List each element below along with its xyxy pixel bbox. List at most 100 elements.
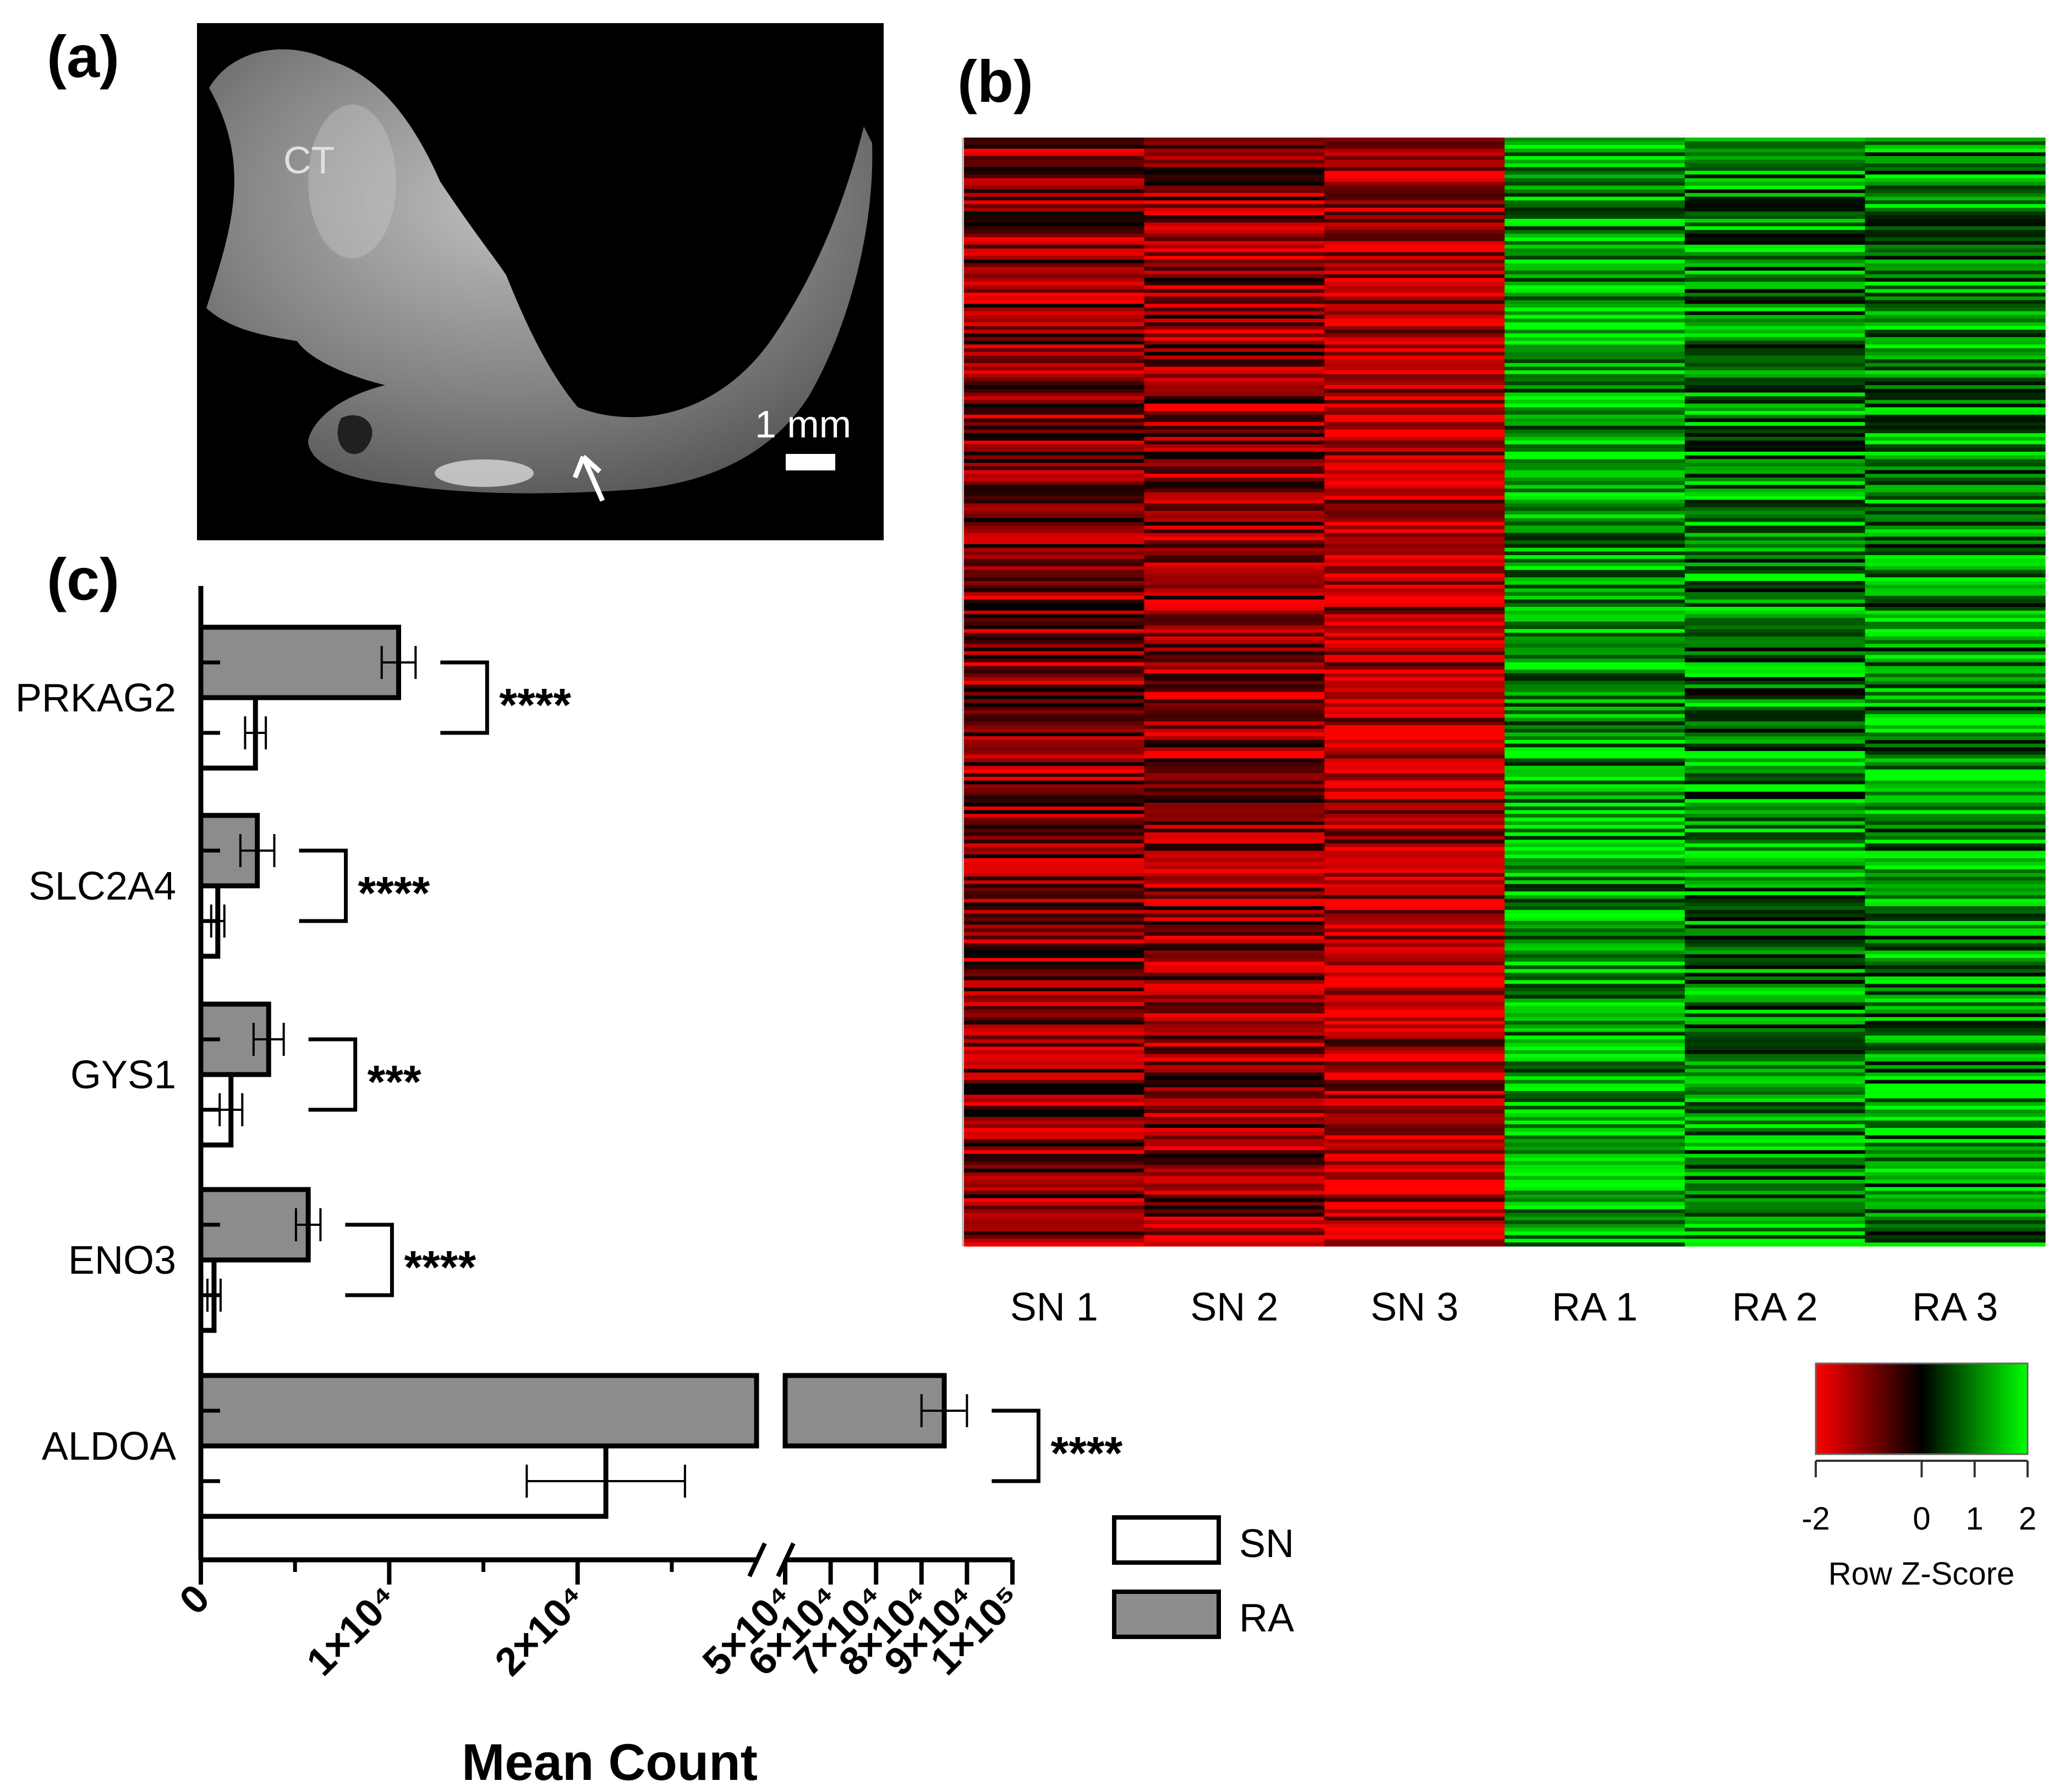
heatmap-cell (1865, 655, 2046, 659)
heatmap-cell (1144, 732, 1325, 737)
heatmap-cell (1324, 1168, 1505, 1173)
heatmap-cell (1144, 1090, 1325, 1095)
heatmap-cell (1865, 233, 2046, 238)
heatmap-cell (964, 1124, 1145, 1128)
heatmap-cell (964, 311, 1145, 315)
heatmap-cell (1865, 193, 2046, 198)
heatmap-cell (1865, 670, 2046, 674)
heatmap-cell (964, 924, 1145, 929)
heatmap-cell (964, 569, 1145, 574)
heatmap-cell (964, 485, 1145, 489)
heatmap-cell (1324, 326, 1505, 330)
heatmap-cell (1144, 507, 1325, 511)
heatmap-cell (1865, 160, 2046, 164)
heatmap-cell (964, 248, 1145, 253)
heatmap-cell (964, 514, 1145, 519)
heatmap-cell (1685, 891, 1866, 896)
heatmap-cell (1865, 455, 2046, 459)
heatmap-cell (1865, 558, 2046, 563)
heatmap-cell (1865, 1120, 2046, 1125)
heatmap-cell (964, 1135, 1145, 1139)
heatmap-cell (1504, 248, 1685, 253)
heatmap-cell (1144, 935, 1325, 940)
heatmap-cell (1324, 1024, 1505, 1029)
heatmap-cell (1685, 540, 1866, 545)
heatmap-cell (1144, 717, 1325, 722)
heatmap-cell (1504, 285, 1685, 289)
heatmap-cell (1324, 167, 1505, 172)
heatmap-cell (1324, 1216, 1505, 1221)
heatmap-cell (1504, 1094, 1685, 1099)
heatmap-cell (1324, 739, 1505, 744)
heatmap-cell (1144, 891, 1325, 896)
heatmap-cell (1504, 1154, 1685, 1158)
heatmap-cell (1324, 300, 1505, 304)
heatmap-cell (1324, 887, 1505, 892)
heatmap-cell (1685, 222, 1866, 227)
heatmap-cell (1144, 156, 1325, 160)
heatmap-cell (1144, 403, 1325, 408)
heatmap-cell (1865, 156, 2046, 160)
heatmap-cell (1865, 1068, 2046, 1073)
heatmap-cell (964, 1165, 1145, 1169)
heatmap-cell (1504, 747, 1685, 752)
heatmap-cell (1685, 1146, 1866, 1150)
heatmap-cell (1324, 141, 1505, 146)
heatmap-cell (1324, 544, 1505, 549)
heatmap-cell (1324, 459, 1505, 463)
heatmap-cell (1324, 618, 1505, 622)
heatmap-cell (964, 1087, 1145, 1092)
heatmap-cell (1685, 1139, 1866, 1143)
heatmap-cell (1685, 1157, 1866, 1162)
heatmap-cell (1504, 163, 1685, 168)
heatmap-cell (964, 229, 1145, 234)
heatmap-cell (1865, 1231, 2046, 1236)
heatmap-cell (1865, 551, 2046, 556)
heatmap-cell (1685, 160, 1866, 164)
heatmap-cell (1865, 569, 2046, 574)
heatmap-cell (1324, 935, 1505, 940)
heatmap-cell (1504, 725, 1685, 730)
heatmap-cell (1685, 743, 1866, 748)
heatmap-cell (964, 876, 1145, 881)
heatmap-cell (964, 814, 1145, 818)
heatmap-cell (1504, 810, 1685, 814)
heatmap-cell (1685, 980, 1866, 984)
heatmap-cell (1865, 814, 2046, 818)
heatmap-cell (1685, 1180, 1866, 1184)
heatmap-cell (1685, 618, 1866, 622)
heatmap-cell (964, 322, 1145, 327)
heatmap-cell (1685, 991, 1866, 995)
heatmap-cell (1144, 991, 1325, 995)
heatmap-cell (1685, 799, 1866, 803)
heatmap-cell (1865, 788, 2046, 792)
heatmap-cell (1504, 385, 1685, 390)
heatmap-cell (1865, 1032, 2046, 1036)
heatmap-cell (964, 319, 1145, 323)
heatmap-cell (1504, 659, 1685, 663)
heatmap-cell (1685, 1094, 1866, 1099)
heatmap-cell (1685, 322, 1866, 327)
significance-bracket (308, 1037, 358, 1112)
heatmap-cell (964, 540, 1145, 545)
heatmap-cell (1685, 610, 1866, 615)
heatmap-cell (1324, 799, 1505, 803)
heatmap-cell (1865, 511, 2046, 515)
heatmap-cell (964, 444, 1145, 448)
heatmap-cell (1144, 980, 1325, 984)
heatmap-cell (1144, 252, 1325, 256)
heatmap-cell (1865, 1238, 2046, 1243)
heatmap-cell (1144, 229, 1325, 234)
heatmap-cell (1504, 969, 1685, 973)
heatmap-cell (964, 584, 1145, 589)
heatmap-cell (1865, 1043, 2046, 1047)
heatmap-cell (1144, 1024, 1325, 1029)
heatmap-cell (1324, 791, 1505, 796)
heatmap-cell (1685, 1079, 1866, 1084)
heatmap-cell (1324, 425, 1505, 430)
heatmap-cell (964, 836, 1145, 840)
heatmap-cell (964, 633, 1145, 637)
heatmap-cell (1865, 743, 2046, 748)
heatmap-cell (1865, 1039, 2046, 1044)
heatmap-cell (1324, 1120, 1505, 1125)
